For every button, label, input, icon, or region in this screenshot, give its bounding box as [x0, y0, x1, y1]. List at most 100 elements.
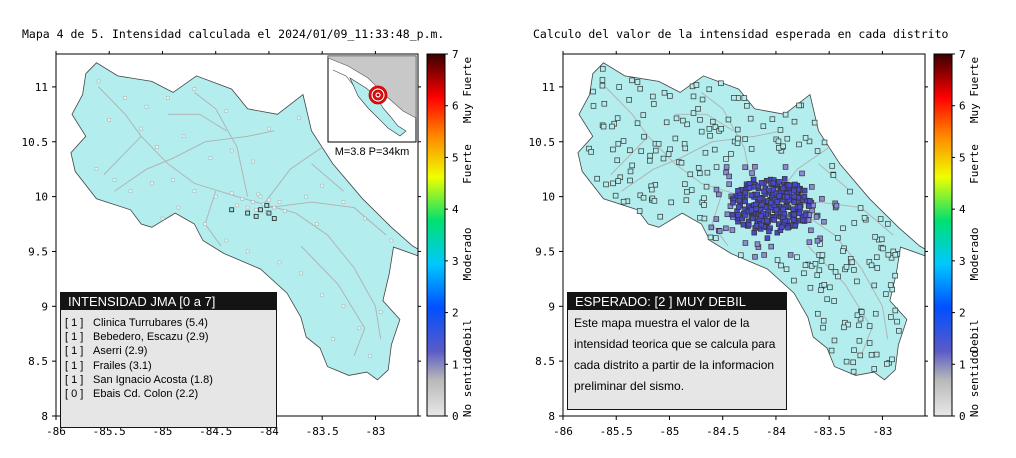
inset-locator-map	[327, 55, 417, 143]
district-marker	[707, 234, 714, 241]
district-marker	[746, 221, 752, 228]
district-marker	[703, 183, 710, 190]
district-marker	[866, 323, 873, 329]
station-intensity-marker	[258, 207, 263, 213]
station-intensity-marker	[264, 202, 270, 208]
station-marker	[272, 205, 277, 210]
station-marker	[150, 181, 154, 186]
station-marker	[299, 271, 303, 276]
district-marker	[672, 135, 679, 142]
district-marker	[776, 193, 782, 199]
district-marker	[786, 182, 793, 189]
district-marker	[682, 145, 689, 152]
country-outline	[70, 62, 418, 381]
x-tick-label: -83.5	[306, 425, 339, 438]
road-line	[263, 146, 323, 205]
district-marker	[753, 223, 760, 229]
district-marker	[693, 82, 700, 88]
district-marker	[638, 148, 644, 154]
colorbar-category-label: Moderado	[968, 228, 981, 281]
road-line	[103, 135, 142, 176]
district-marker	[857, 315, 864, 322]
district-marker	[600, 123, 607, 130]
x-tick-label: -83.5	[813, 425, 846, 438]
district-marker	[742, 198, 748, 205]
road-line	[194, 92, 249, 197]
district-marker	[792, 181, 798, 188]
inset-caption: M=3.8 P=34km	[335, 146, 410, 158]
district-marker	[760, 123, 767, 129]
district-marker	[713, 186, 720, 193]
district-marker	[711, 146, 718, 153]
colorbar-tick-label: 1	[452, 358, 459, 371]
district-marker	[780, 206, 786, 213]
district-marker	[740, 221, 747, 228]
district-marker	[620, 198, 627, 205]
district-marker	[821, 282, 828, 288]
district-marker	[665, 151, 672, 157]
district-marker	[847, 188, 853, 195]
district-marker	[735, 212, 741, 218]
intensity-colorbar: 7 6 5 4 3 2 1 0 Muy Fuerte Fuerte Moderado DebilNo …	[426, 48, 474, 423]
district-marker	[774, 199, 781, 205]
district-marker	[590, 88, 596, 95]
right-map-title: Calculo del valor de la intensidad esper…	[533, 27, 949, 41]
district-marker	[850, 359, 856, 366]
district-marker	[885, 251, 892, 258]
district-marker	[684, 189, 690, 195]
colorbar-category-label: Moderado	[461, 228, 474, 281]
district-marker	[809, 184, 815, 190]
colorbar-tick-label: 3	[452, 255, 459, 268]
district-marker	[872, 234, 878, 240]
road-line	[268, 201, 387, 236]
district-marker	[684, 121, 690, 128]
district-marker	[636, 208, 643, 214]
district-marker	[792, 222, 799, 229]
district-marker	[872, 310, 879, 317]
district-marker	[603, 181, 609, 188]
district-marker	[735, 135, 741, 142]
district-marker	[724, 211, 731, 218]
x-tick-label: -84	[259, 425, 279, 438]
district-marker	[704, 169, 711, 176]
x-tick-label: -83	[872, 425, 892, 438]
district-marker	[723, 169, 729, 176]
left-legend-box: INTENSIDAD JMA [0 a 7] [ 1 ] Clinica Turr…	[60, 292, 277, 428]
district-marker	[761, 252, 767, 258]
district-marker	[616, 84, 622, 90]
district-marker	[819, 252, 826, 258]
district-marker	[783, 266, 790, 272]
district-marker	[657, 213, 664, 220]
district-marker	[843, 264, 850, 270]
station-row: [ 1 ] Clinica Turrubares (5.4)	[61, 316, 276, 330]
district-marker	[790, 217, 797, 223]
station-marker	[341, 200, 346, 204]
district-marker	[840, 248, 846, 254]
road-line	[807, 245, 873, 356]
district-marker	[716, 191, 722, 198]
road-line	[167, 113, 227, 132]
district-marker	[729, 211, 736, 218]
district-marker	[884, 361, 890, 367]
district-marker	[681, 141, 688, 147]
district-marker	[678, 159, 685, 166]
district-marker	[748, 146, 755, 152]
right-legend-box: ESPERADO: [2 ] MUY DEBIL Este mapa muest…	[567, 292, 787, 410]
district-marker	[702, 150, 709, 156]
district-marker	[764, 235, 771, 241]
intensity-colorbar: 7 6 5 4 3 2 1 0 Muy Fuerte Fuerte Moderado DebilNo …	[933, 48, 981, 423]
district-marker	[707, 132, 713, 139]
district-marker	[832, 269, 839, 275]
district-marker	[706, 126, 713, 132]
district-marker	[713, 216, 720, 222]
district-marker	[650, 93, 656, 100]
district-marker	[738, 252, 744, 258]
station-marker	[192, 87, 197, 91]
x-tick-label: -85	[153, 425, 173, 438]
district-marker	[752, 254, 758, 260]
y-tick-label: 8	[41, 410, 48, 423]
station-marker	[245, 249, 250, 254]
district-marker	[637, 85, 643, 92]
district-marker	[610, 146, 616, 153]
district-marker	[652, 147, 659, 154]
